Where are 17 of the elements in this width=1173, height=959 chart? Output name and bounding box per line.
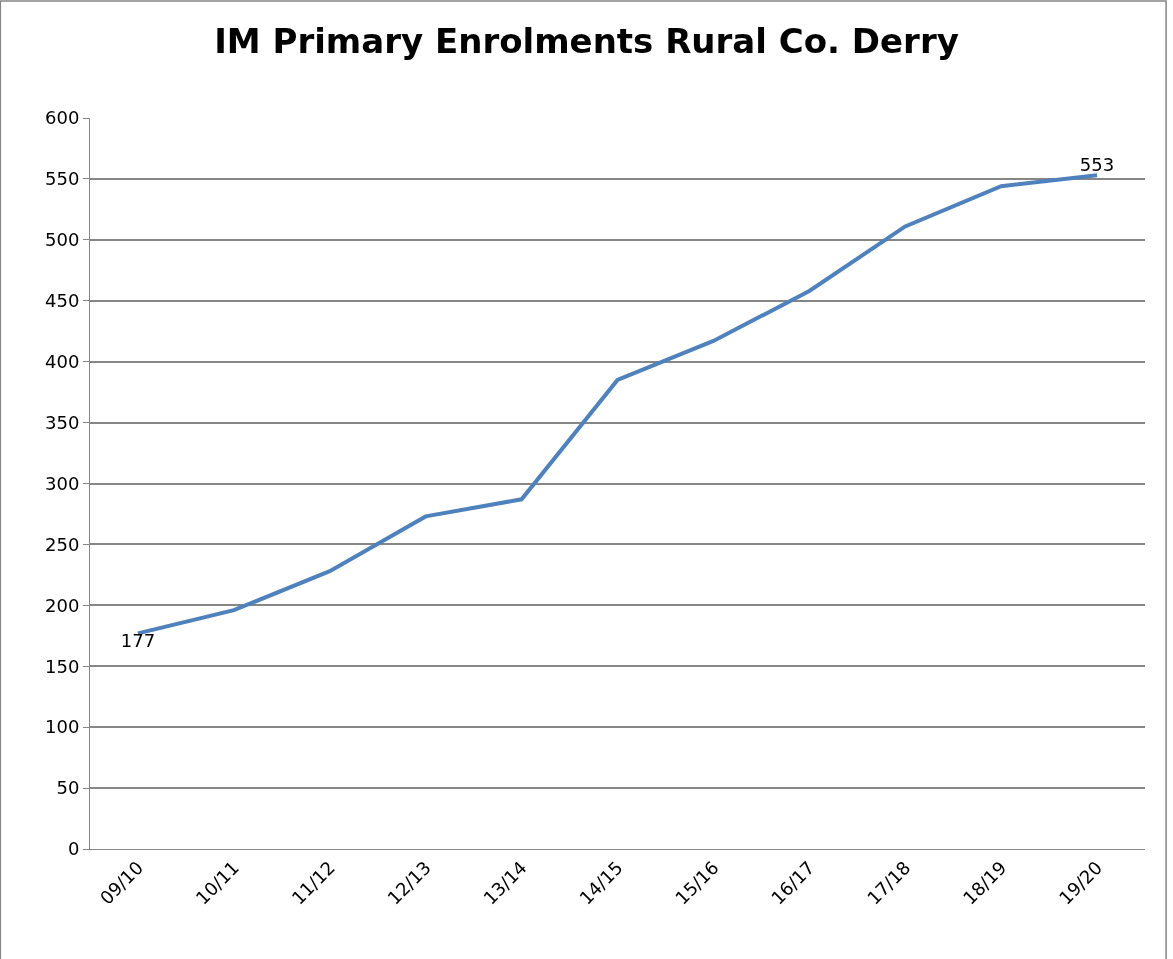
- y-tick-label: 500: [45, 229, 80, 251]
- y-tick-label: 350: [45, 411, 80, 433]
- y-tick-label: 300: [45, 472, 80, 494]
- y-tick-label: 0: [67, 838, 80, 860]
- line-series: [135, 173, 1100, 636]
- y-tick-label: 200: [45, 594, 80, 616]
- y-tick-label: 100: [45, 716, 80, 738]
- y-tick-label: 50: [56, 777, 80, 799]
- data-label: 177: [120, 629, 156, 651]
- y-tick-label: 400: [45, 350, 80, 372]
- y-tick-label: 600: [45, 107, 80, 129]
- chart-title: IM Primary Enrolments Rural Co. Derry: [214, 20, 959, 61]
- y-tick-label: 550: [45, 168, 80, 190]
- data-label: 553: [1079, 153, 1115, 175]
- y-tick-label: 450: [45, 290, 80, 312]
- y-tick-label: 150: [45, 655, 80, 677]
- y-tick-label: 250: [45, 533, 80, 555]
